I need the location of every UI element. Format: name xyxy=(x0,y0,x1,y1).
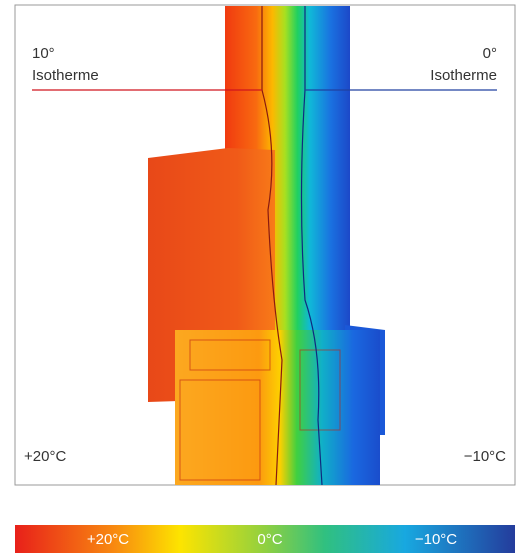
scale-label: −10°C xyxy=(415,531,457,548)
isotherm-value: 0° xyxy=(483,45,497,62)
isotherm-label: Isotherme xyxy=(32,67,99,84)
color-scale xyxy=(15,525,515,553)
profile-lines xyxy=(179,339,341,481)
isotherm-0 xyxy=(300,6,323,486)
scale-label: 0°C xyxy=(257,531,282,548)
scale-label: +20°C xyxy=(87,531,129,548)
isotherm-label: Isotherme xyxy=(430,67,497,84)
inside-temp: +20°C xyxy=(24,448,66,465)
isotherm-10 xyxy=(261,6,283,486)
isotherm-value: 10° xyxy=(32,45,55,62)
outside-temp: −10°C xyxy=(464,448,506,465)
